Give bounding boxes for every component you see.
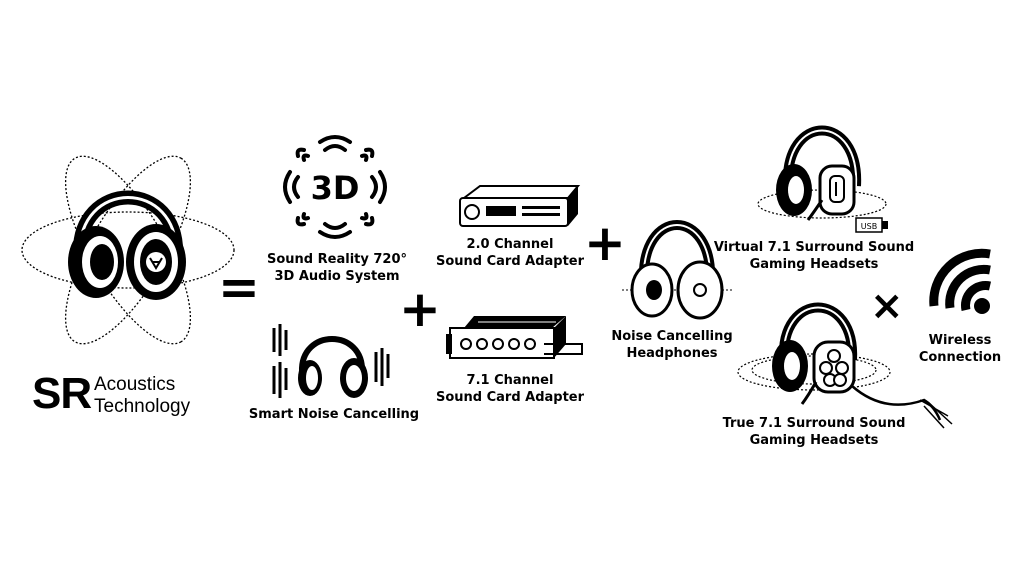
true-71-caption: True 7.1 Surround Sound Gaming Headsets [712, 415, 916, 449]
card-2ch-line-2: Sound Card Adapter [435, 254, 585, 269]
wireless-line-1: Wireless [928, 333, 992, 348]
3d-sound-icon: 3D [283, 135, 387, 239]
logo-line-1: Acoustics [94, 374, 176, 395]
smart-noise-line-1: Smart Noise Cancelling [248, 407, 420, 422]
equals-operator: = [218, 258, 260, 316]
sound-card-2ch-icon [459, 185, 581, 227]
virtual-71-line-2: Gaming Headsets [749, 257, 879, 272]
plus-operator-1: + [399, 280, 441, 338]
plus-operator-2: + [584, 214, 626, 272]
sound-card-71-icon [446, 316, 583, 359]
true-71-line-2: Gaming Headsets [749, 433, 879, 448]
smart-noise-icon [272, 324, 390, 398]
nc-headphones-caption: Noise Cancelling Headphones [600, 328, 744, 362]
card-71-caption: 7.1 Channel Sound Card Adapter [432, 372, 588, 406]
card-71-line-1: 7.1 Channel [466, 373, 554, 388]
nc-headphones-line-1: Noise Cancelling [611, 329, 733, 344]
atom-headphone-icon [21, 155, 235, 345]
true-71-headset-icon [737, 302, 953, 429]
nc-headphones-line-2: Headphones [626, 346, 718, 361]
card-2ch-caption: 2.0 Channel Sound Card Adapter [432, 236, 588, 270]
logo-line-2: Technology [94, 396, 191, 417]
virtual-71-line-1: Virtual 7.1 Surround Sound [713, 240, 915, 255]
wireless-line-2: Connection [918, 350, 1002, 365]
sound-reality-line-1: Sound Reality 720° [267, 252, 407, 267]
sound-reality-caption: Sound Reality 720° 3D Audio System [262, 251, 412, 285]
virtual-71-caption: Virtual 7.1 Surround Sound Gaming Headse… [712, 239, 916, 273]
virtual-71-headset-icon: USB [757, 125, 888, 233]
wifi-icon [929, 248, 992, 314]
sound-reality-line-2: 3D Audio System [274, 269, 400, 284]
smart-noise-caption: Smart Noise Cancelling [248, 406, 420, 423]
card-71-line-2: Sound Card Adapter [435, 390, 585, 405]
card-2ch-line-1: 2.0 Channel [466, 237, 554, 252]
wireless-caption: Wireless Connection [908, 332, 1012, 366]
logo-abbrev: SR [32, 369, 92, 418]
times-operator: × [870, 283, 904, 329]
true-71-line-1: True 7.1 Surround Sound [722, 416, 906, 431]
nc-headphones-icon [622, 220, 732, 320]
3d-badge-text: 3D [311, 169, 360, 207]
usb-label: USB [861, 222, 877, 231]
